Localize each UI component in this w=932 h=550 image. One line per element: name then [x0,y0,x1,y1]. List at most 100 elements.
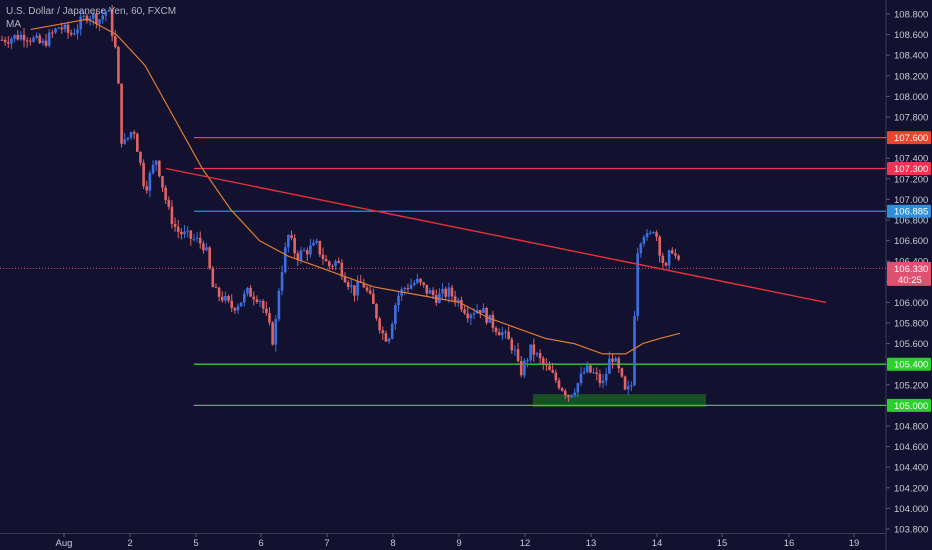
candle-up [205,247,208,251]
candle-down [362,282,366,288]
x-tick-label: 7 [324,538,329,549]
resistance-107600-badge-label: 107.600 [894,133,928,144]
resistance-107300-badge [887,162,931,175]
y-tick-label: 106.000 [894,298,928,309]
candle-up [529,344,532,361]
candle-up [601,380,605,384]
candle-down [343,276,347,283]
y-tick-label: 107.200 [894,174,928,185]
candle-down [305,250,309,255]
candle-down [516,349,520,361]
candle-down [110,10,114,37]
candle-down [293,237,296,254]
candle-up [387,338,391,342]
candle-down [198,237,202,244]
candle-down [419,278,422,283]
candle-down [227,295,230,301]
candle-down [164,187,167,201]
candle-down [664,262,668,266]
candle-down [261,300,265,309]
candle-down [444,288,448,297]
candle-down [661,255,665,263]
candle-down [265,308,268,314]
candle-down [463,309,466,314]
candle-up [642,237,646,244]
symbol-title: U.S. Dollar / Japanese Yen, 60, FXCM [6,6,177,17]
candle-up [334,261,337,267]
candle-down [331,266,334,268]
candle-down [327,261,331,267]
candle-down [271,322,274,345]
candle-down [233,308,237,311]
candle-up [456,299,460,303]
current-price-label: 106.330 [894,264,928,275]
x-tick-label: 12 [520,538,531,549]
candle-down [208,247,211,269]
support-105400-badge [887,357,931,371]
candle-up [626,386,630,390]
candle-down [255,299,259,302]
candle-up [608,358,611,374]
bar-countdown-label: 40:25 [898,275,922,286]
candle-up [441,288,444,294]
candle-up [302,250,306,252]
candle-up [356,281,359,296]
candle-up [570,395,573,398]
candle-up [582,371,586,374]
candle-down [44,40,48,46]
level-106885-badge-label: 106.885 [894,207,928,218]
y-tick-label: 107.800 [894,113,928,124]
candle-down [249,287,252,297]
candle-up [91,13,95,19]
candle-down [453,296,457,303]
x-tick-label: 8 [390,538,395,549]
candle-down [548,365,551,371]
candle-down [3,39,7,43]
candle-down [507,331,510,340]
candle-up [416,278,419,284]
candle-down [466,313,470,319]
candle-up [236,306,240,311]
x-tick-label: 6 [258,538,263,549]
x-tick-label: 16 [784,538,795,549]
candle-up [35,35,38,38]
candle-down [541,358,545,365]
candle-down [161,176,164,188]
candle-down [611,358,614,362]
candle-up [258,300,262,302]
candle-down [170,206,174,225]
candle-down [538,353,542,359]
descending-trendline[interactable] [165,167,827,304]
candle-up [126,137,130,140]
candle-up [614,358,617,362]
candle-down [321,254,325,259]
candle-down [189,230,193,239]
candle-up [277,290,281,320]
candle-up [104,11,108,16]
candle-up [41,40,45,43]
y-tick-label: 104.400 [894,463,928,474]
candle-up [123,139,127,144]
x-tick-label: 14 [652,538,663,549]
candle-down [346,282,350,287]
candle-down [519,360,523,376]
candle-up [246,287,249,294]
candle-up [523,360,526,376]
candle-down [324,258,328,262]
support-zone[interactable] [533,394,706,408]
candle-down [450,287,454,297]
chart-legend: U.S. Dollar / Japanese Yen, 60, FXCM MA [6,5,176,31]
candle-down [340,262,344,277]
y-tick-label: 108.000 [894,92,928,103]
candle-down [563,390,567,396]
candle-down [120,83,123,144]
candle-down [560,388,564,391]
candle-up [652,232,655,234]
candle-up [604,373,608,381]
y-tick-label: 104.200 [894,483,928,494]
resistance-107600-badge [887,131,931,145]
candle-down [532,344,536,355]
candle-up [579,373,583,384]
candle-down [136,133,139,152]
